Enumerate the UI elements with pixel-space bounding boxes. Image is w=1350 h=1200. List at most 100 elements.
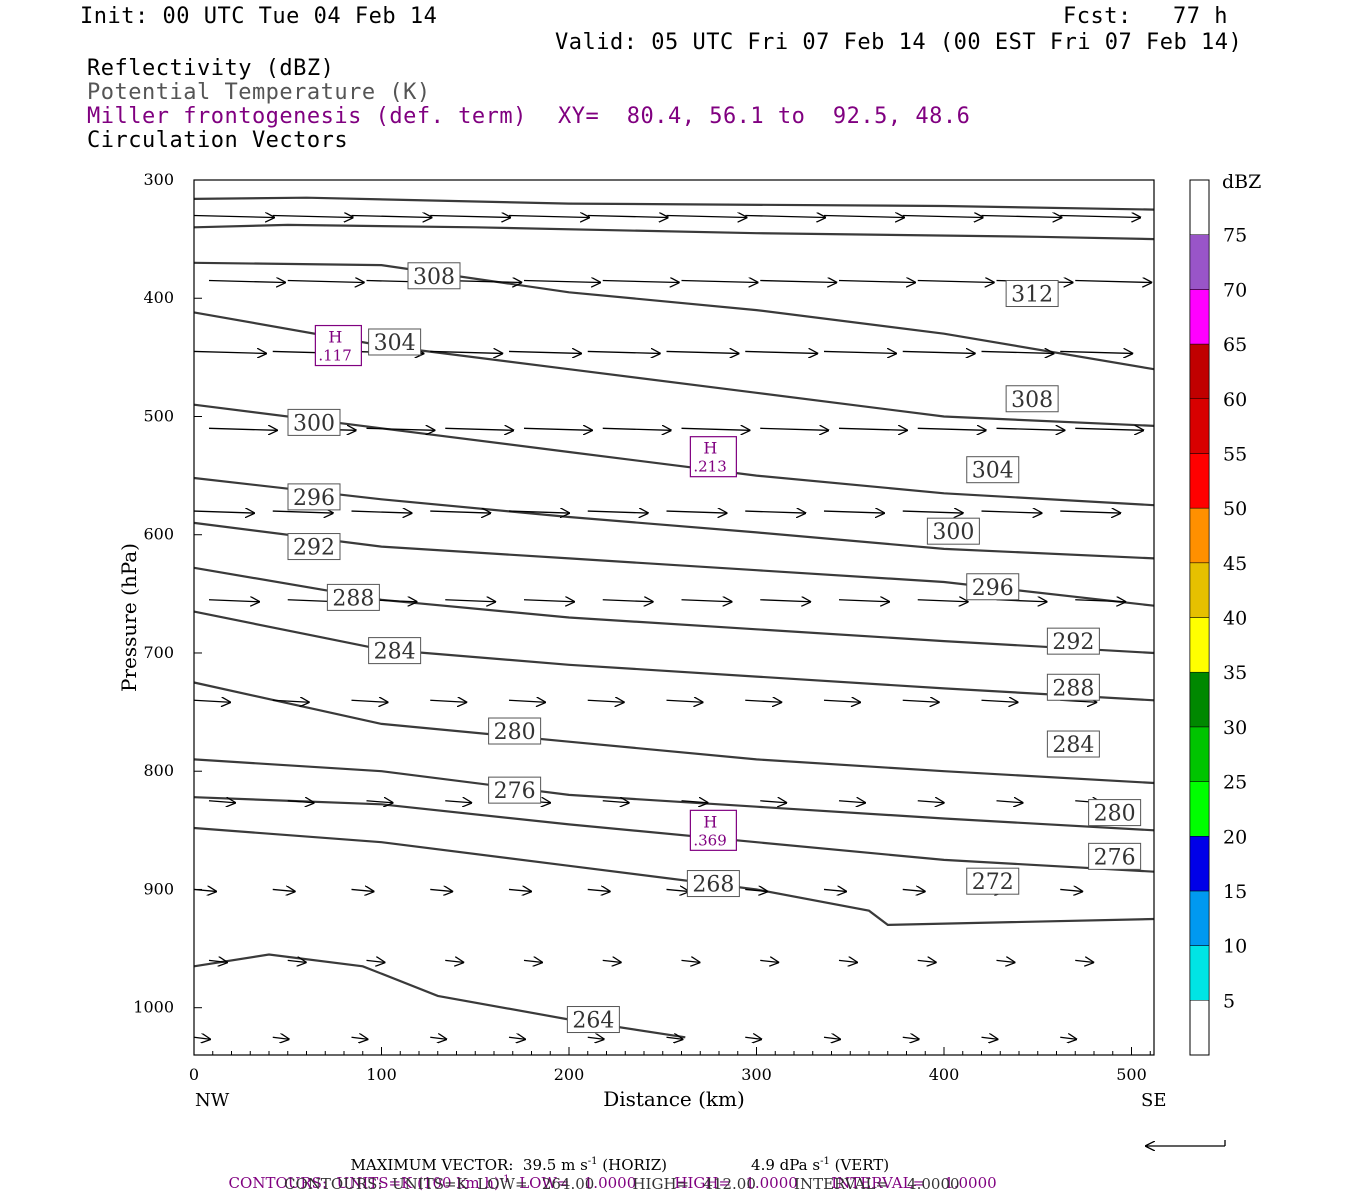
isentrope-label-text: 312	[1011, 283, 1053, 308]
max-vector-horiz-sup: -1	[587, 1156, 598, 1167]
isentrope-label-box	[566, 1006, 620, 1034]
frontogenesis-box	[689, 809, 737, 851]
circulation-vector	[745, 511, 805, 513]
circulation-vector	[902, 511, 963, 513]
isentrope-label-text: 304	[374, 331, 416, 356]
x-tick-label: 200	[554, 1065, 585, 1084]
isentrope-label: 276	[1088, 842, 1142, 870]
circulation-vector	[902, 700, 939, 702]
circulation-vector	[351, 511, 412, 513]
circulation-vector	[917, 801, 944, 803]
circulation-vector	[430, 889, 452, 891]
field-reflectivity: Reflectivity (dBZ)	[87, 56, 335, 81]
isentrope-label-box	[1088, 799, 1142, 827]
init-time: Init: 00 UTC Tue 04 Feb 14	[80, 4, 438, 29]
circulation-vector	[666, 889, 689, 891]
circulation-vector	[445, 960, 463, 962]
isentrope-label: 276	[488, 776, 542, 804]
isentrope-label-box	[966, 573, 1020, 601]
circulation-vector	[838, 600, 889, 602]
circulation-vector	[602, 428, 671, 430]
isentrope-label-text: 288	[1052, 676, 1094, 701]
frontogenesis-box	[689, 436, 737, 478]
forecast-hour: Fcst: 77 h	[1063, 4, 1228, 29]
isentrope-label-box	[926, 517, 980, 545]
colorbar-level: 55	[1223, 443, 1247, 465]
circulation-vector	[208, 801, 235, 803]
max-vector-vert-text: 4.9 dPa s	[751, 1156, 821, 1174]
colorbar-swatch	[1189, 836, 1210, 892]
circulation-vector	[287, 801, 314, 803]
isentrope-label: 304	[966, 456, 1020, 484]
circulation-vector	[981, 1037, 998, 1039]
isentrope-label-box	[368, 328, 422, 356]
circulation-vector	[996, 428, 1065, 430]
circulation-vector	[902, 215, 983, 217]
circulation-vector	[523, 428, 592, 430]
circulation-vector	[917, 960, 936, 962]
isentrope-label: 284	[1046, 730, 1100, 758]
circulation-vector	[823, 1037, 840, 1039]
circulation-vector	[760, 960, 778, 962]
isentrope-label-box	[1005, 280, 1059, 308]
isentrope-316	[193, 196, 1155, 211]
circulation-vector	[760, 428, 828, 430]
isentrope-label: 292	[1046, 627, 1100, 655]
isentrope-label-box	[407, 262, 461, 290]
circulation-vector	[602, 600, 653, 602]
circulation-vector	[272, 700, 309, 702]
circulation-vector	[666, 700, 703, 702]
colorbar-swatch	[1189, 726, 1210, 782]
circulation-vector	[1075, 281, 1151, 283]
circulation-vector	[760, 281, 836, 283]
isentrope-280	[193, 681, 1155, 785]
circulation-vector	[745, 351, 817, 353]
footer-max-vector: MAXIMUM VECTOR: 39.5 m s-1 (HORIZ) 4.9 dP…	[341, 1138, 890, 1174]
circulation-vector	[917, 281, 994, 283]
isentrope-label: 308	[1005, 385, 1059, 413]
frontogenesis-value: .369	[693, 831, 726, 849]
colorbar-swatch	[1189, 781, 1210, 837]
circulation-vector	[666, 1037, 683, 1039]
circulation-vector	[823, 511, 884, 513]
isentrope-label-text: 292	[293, 536, 335, 561]
frontogenesis-high-label: H	[703, 812, 717, 831]
circulation-vector	[602, 801, 629, 803]
isentrope-label-box	[1046, 673, 1100, 701]
isentrope-label-box	[488, 717, 542, 745]
circulation-vector	[760, 801, 786, 803]
isentrope-268	[193, 826, 1155, 927]
circulation-vector	[587, 215, 668, 217]
field-circulation-vectors: Circulation Vectors	[87, 128, 349, 153]
circulation-vector	[287, 960, 306, 962]
circulation-vector	[666, 351, 739, 353]
circulation-vector	[587, 511, 648, 513]
circulation-vector	[193, 215, 274, 217]
isentrope-label-box	[287, 408, 341, 436]
contours-fg-tail: LOW= 1.0000 HIGH= 1.0000 INTERVAL= 1.000…	[509, 1174, 997, 1192]
circulation-vector	[366, 428, 435, 430]
circulation-vector	[523, 281, 600, 283]
circulation-vector	[1060, 889, 1082, 891]
colorbar-level: 15	[1223, 881, 1247, 903]
y-tick-label: 700	[143, 643, 174, 662]
isentrope-label-text: 296	[293, 486, 335, 511]
isentrope-label-text: 308	[413, 265, 455, 290]
colorbar-level: 25	[1223, 772, 1247, 794]
circulation-vector	[272, 889, 295, 891]
circulation-vector	[981, 700, 1018, 702]
frontogenesis-max: H.213	[689, 436, 737, 478]
isentrope-label-text: 304	[972, 459, 1014, 484]
isentrope-label: 280	[1088, 799, 1142, 827]
field-potential-temperature: Potential Temperature (K)	[87, 80, 431, 105]
circulation-vector	[666, 511, 727, 513]
colorbar-swatch	[1189, 234, 1210, 290]
circulation-vector	[838, 281, 915, 283]
isentrope-296	[193, 476, 1155, 560]
isentrope-label: 300	[287, 408, 341, 436]
isentrope-label-text: 288	[332, 586, 374, 611]
y-tick-label: 900	[143, 879, 174, 898]
circulation-vector	[666, 215, 747, 217]
circulation-vector	[366, 801, 393, 803]
circulation-vector	[823, 700, 860, 702]
